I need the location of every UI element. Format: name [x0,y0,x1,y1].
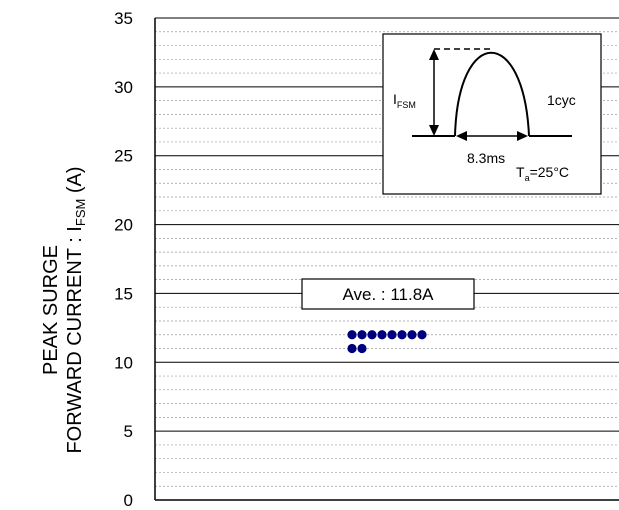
data-point [407,330,417,340]
y-tick-label: 10 [114,353,133,372]
data-point [397,330,407,340]
temperature-label: Ta=25°C [516,164,569,183]
y-tick-label: 20 [114,216,133,235]
data-point [367,330,377,340]
y-tick-label: 30 [114,78,133,97]
duration-arrow-right [517,131,528,141]
data-point [357,330,367,340]
y-tick-label: 35 [114,9,133,28]
waveform-inset: IFSM 1cyc 8.3ms Ta=25°C [382,33,602,195]
average-annotation-box [301,278,475,310]
ifsm-arrow-top [429,49,439,60]
y-tick-label: 0 [124,491,133,510]
data-point [347,330,357,340]
y-tick-label: 25 [114,147,133,166]
y-axis-title-line2: FORWARD CURRENT : IFSM (A) [64,166,88,453]
average-annotation-text: Ave. : 11.8A [342,285,434,304]
duration-arrow-left [456,131,467,141]
y-tick-labels: 0 5 10 15 20 25 30 35 [114,9,133,510]
data-point [377,330,387,340]
half-sine-pulse [454,52,530,137]
ifsm-arrow-bottom [429,125,439,136]
data-point [357,343,367,354]
y-tick-label: 5 [124,422,133,441]
average-annotation: Ave. : 11.8A [301,278,475,310]
data-points [347,330,427,354]
inset-box [382,33,602,195]
data-point [387,330,397,340]
y-tick-label: 15 [114,284,133,303]
ifsm-label: IFSM [393,91,416,110]
cycle-label: 1cyc [547,92,576,108]
data-point [347,343,357,354]
y-axis-title-line1: PEAK SURGE [40,245,62,375]
duration-label: 8.3ms [467,150,505,166]
data-point [417,330,427,340]
